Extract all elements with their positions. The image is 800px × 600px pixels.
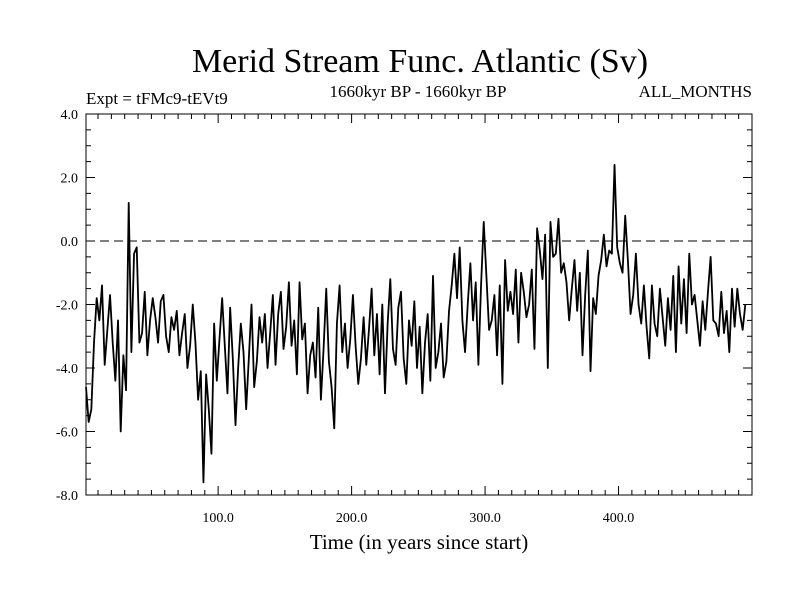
x-tick-label: 100.0	[202, 511, 234, 526]
y-tick-label: -2.0	[56, 299, 78, 314]
x-tick-label: 400.0	[603, 511, 635, 526]
period-label: 1660kyr BP - 1660kyr BP	[330, 82, 507, 101]
y-tick-label: -4.0	[56, 362, 78, 377]
series-line	[85, 163, 747, 484]
y-tick-label: -8.0	[56, 489, 78, 504]
plot-area: -8.0 -6.0 -4.0 -2.0 0.0 2.0 4.0 100.0 200.0 300.0…	[56, 108, 753, 526]
y-tick-label: 2.0	[61, 172, 79, 187]
x-tick-label: 300.0	[469, 511, 501, 526]
months-label: ALL_MONTHS	[639, 82, 752, 101]
x-tick-label: 200.0	[336, 511, 368, 526]
y-tick-label: -6.0	[56, 426, 78, 441]
chart-title: Merid Stream Func. Atlantic (Sv)	[192, 43, 648, 80]
y-tick-label: 4.0	[61, 108, 79, 123]
y-tick-label: 0.0	[61, 235, 79, 250]
x-axis-label: Time (in years since start)	[310, 530, 529, 554]
experiment-label: Expt = tFMc9-tEVt9	[86, 89, 228, 108]
